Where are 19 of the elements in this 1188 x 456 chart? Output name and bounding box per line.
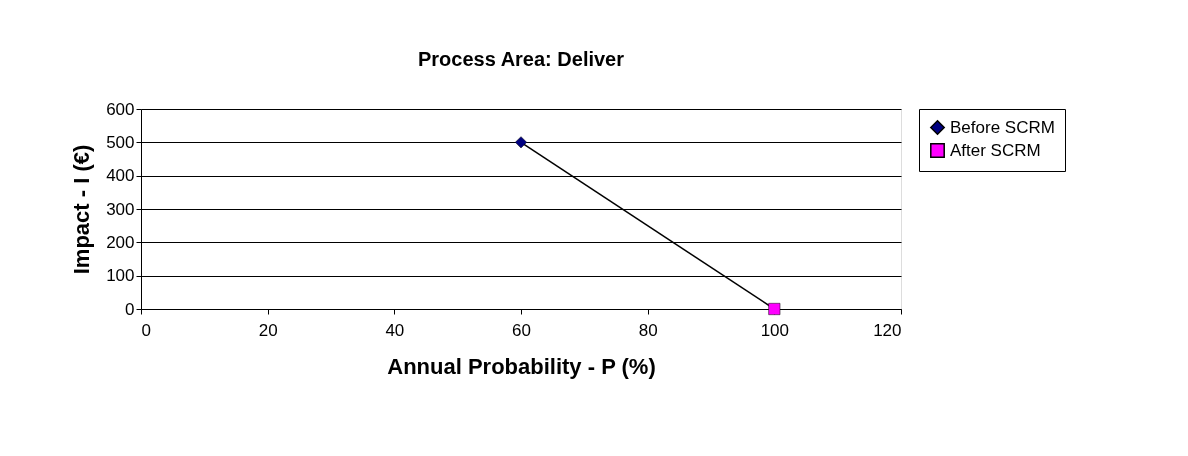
x-tick-label: 80 (638, 320, 658, 340)
y-tick-label: 500 (106, 132, 135, 152)
legend-label: After SCRM (950, 140, 1041, 160)
x-tick-label: 0 (141, 320, 151, 340)
x-tick-label: 100 (760, 320, 790, 340)
y-tick-label: 200 (106, 232, 135, 252)
x-axis-title: Annual Probability - P (%) (387, 353, 656, 379)
y-tick-label: 600 (106, 99, 135, 119)
x-tick-label: 20 (258, 320, 278, 340)
legend-label: Before SCRM (950, 117, 1055, 137)
y-tick-label: 400 (106, 166, 135, 186)
chart-title: Process Area: Deliver (417, 48, 625, 70)
y-tick-label: 0 (125, 299, 135, 319)
x-tick-label: 40 (385, 320, 405, 340)
x-tick-label: 120 (873, 320, 902, 340)
y-tick-label: 100 (106, 266, 135, 286)
x-tick-label: 60 (512, 320, 531, 340)
y-tick-label: 300 (106, 199, 135, 219)
y-axis-title: Impact - I (€) (69, 144, 95, 275)
